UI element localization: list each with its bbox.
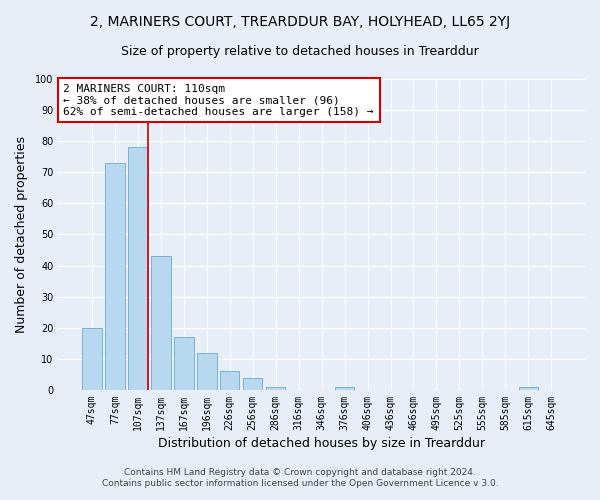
Bar [266, 387, 286, 390]
Bar [220, 372, 239, 390]
Bar [335, 387, 355, 390]
Bar [105, 163, 125, 390]
Bar [82, 328, 101, 390]
Text: Contains HM Land Registry data © Crown copyright and database right 2024.
Contai: Contains HM Land Registry data © Crown c… [101, 468, 499, 487]
Text: 2 MARINERS COURT: 110sqm
← 38% of detached houses are smaller (96)
62% of semi-d: 2 MARINERS COURT: 110sqm ← 38% of detach… [64, 84, 374, 117]
Title: Size of property relative to detached houses in Trearddur: Size of property relative to detached ho… [0, 499, 1, 500]
Text: Size of property relative to detached houses in Trearddur: Size of property relative to detached ho… [121, 45, 479, 58]
Bar [174, 337, 194, 390]
Bar [518, 387, 538, 390]
Bar [128, 148, 148, 390]
X-axis label: Distribution of detached houses by size in Trearddur: Distribution of detached houses by size … [158, 437, 485, 450]
Bar [151, 256, 170, 390]
Bar [197, 352, 217, 390]
Bar [243, 378, 262, 390]
Y-axis label: Number of detached properties: Number of detached properties [15, 136, 28, 333]
Text: 2, MARINERS COURT, TREARDDUR BAY, HOLYHEAD, LL65 2YJ: 2, MARINERS COURT, TREARDDUR BAY, HOLYHE… [90, 15, 510, 29]
